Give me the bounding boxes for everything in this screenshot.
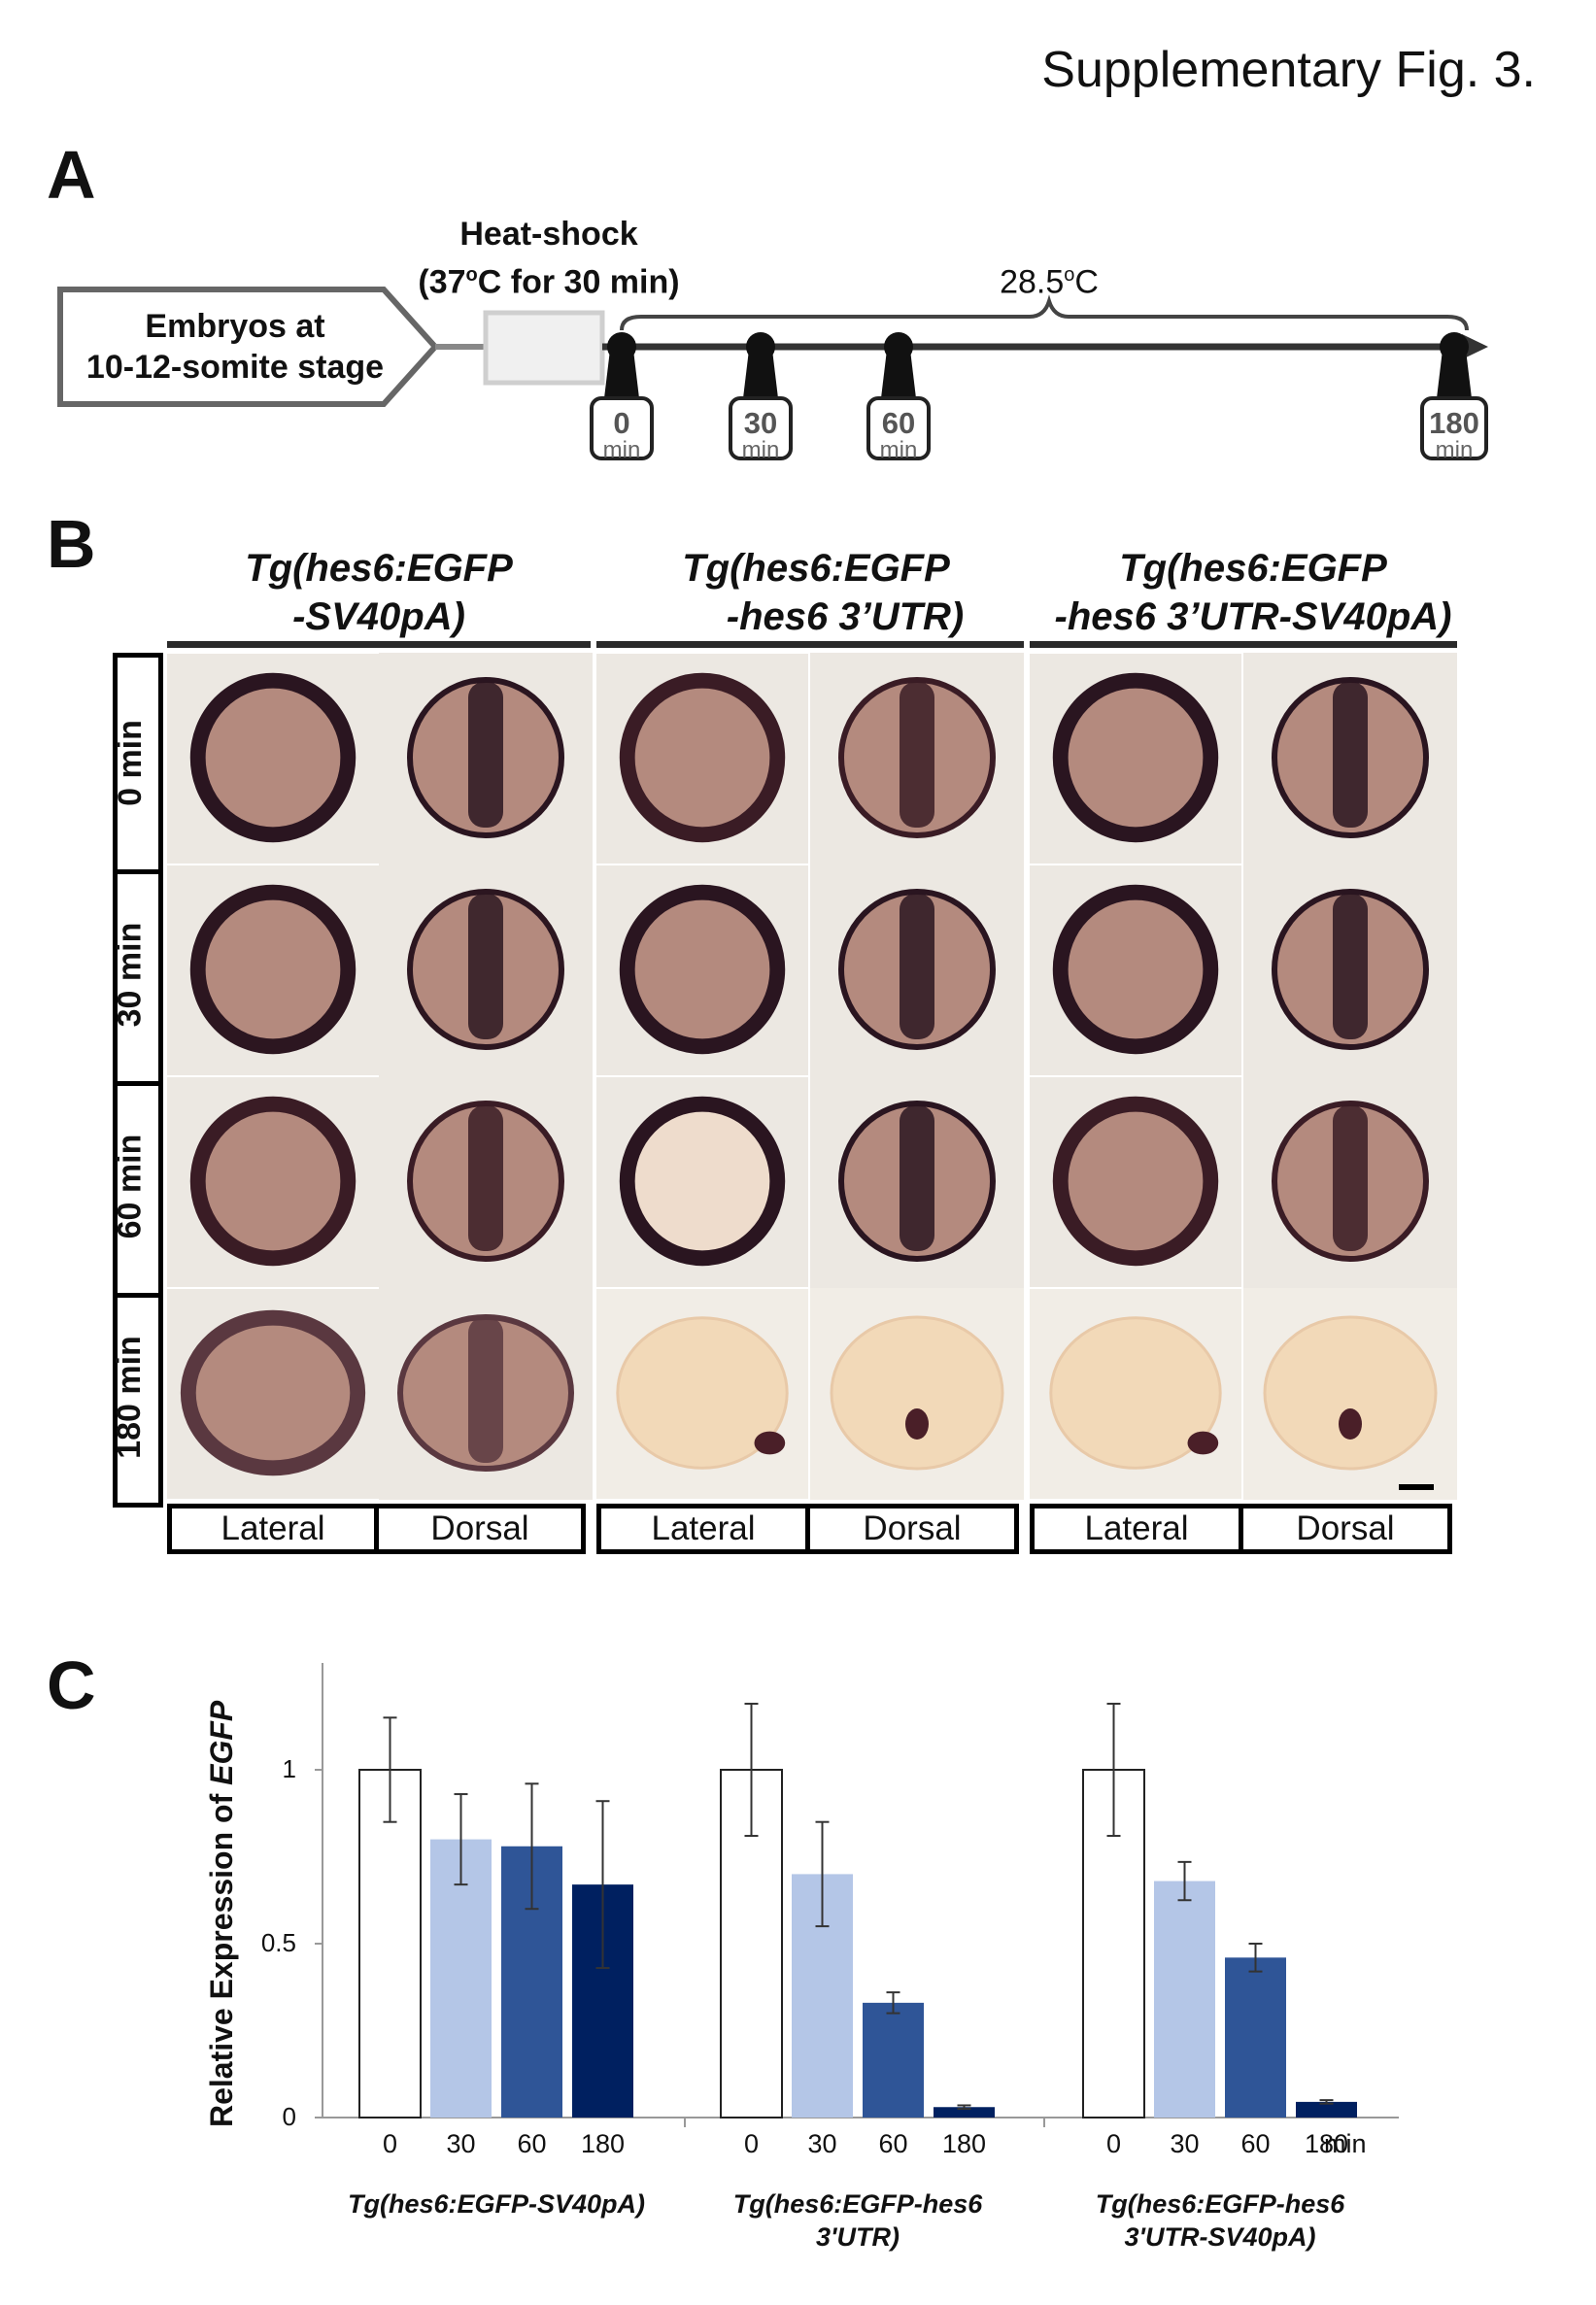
embryo-image [1030,1288,1241,1500]
bar [1154,1881,1215,2118]
embryo-box-line1: Embryos at [145,308,325,345]
embryo-image [379,1076,593,1288]
strain-3-title: Tg(hes6:EGFP -hes6 3’UTR-SV40pA) [1054,547,1452,638]
view-lateral: Lateral [596,1504,810,1554]
x-unit-label: min [1324,2129,1367,2158]
view-lateral: Lateral [167,1504,379,1554]
x-tick-label: 30 [446,2129,476,2158]
timepoint-0: 0 min [590,396,654,462]
embryo-image-grid [167,653,1457,1500]
view-dorsal: Dorsal [374,1504,586,1554]
view-lateral: Lateral [1030,1504,1243,1554]
figure-title: Supplementary Fig. 3. [1041,42,1536,98]
heatshock-condition: (37oC for 30 min) [418,263,680,301]
embryo-image [167,653,379,864]
embryo-box-line2: 10-12-somite stage [85,349,385,386]
bar [358,1769,422,2119]
timepoint-60: 60 min [866,396,931,462]
embryo-image [379,864,593,1076]
embryo-image [1243,864,1457,1076]
incubation-temp: 28.5oC [1000,263,1099,301]
embryo-image [379,653,593,864]
embryo-image [596,1076,808,1288]
group-label: Tg(hes6:EGFP-SV40pA) [347,2189,646,2219]
strain-1-underline [167,641,591,648]
panel-b-letter: B [47,506,96,582]
group-label: Tg(hes6:EGFP-hes6 3'UTR-SV40pA) [1095,2189,1345,2252]
embryo-image [1030,653,1241,864]
bar [1296,2101,1357,2118]
x-tick-label: 180 [580,2129,626,2158]
embryo-image [810,864,1024,1076]
panel-a-schematic [57,287,1488,407]
group-label: Tg(hes6:EGFP-hes6 3'UTR) [732,2189,983,2252]
view-labels-strain-1: Lateral Dorsal [167,1504,591,1554]
y-tick-label: 1 [282,1754,296,1783]
bar [934,2107,995,2118]
timepoint-180: 180 min [1420,396,1488,462]
embryo-image [596,1288,808,1500]
x-tick-label: 180 [941,2129,987,2158]
heatshock-label: Heat-shock (37oC for 30 min) [398,214,699,302]
time-60-label: 60 min [111,1134,149,1239]
heatshock-title: Heat-shock [459,216,638,253]
embryo-image [1243,1288,1457,1500]
timepoint-30: 30 min [729,396,793,462]
y-tick-label: 0.5 [260,1928,296,1957]
x-tick-label: 0 [382,2129,398,2158]
panel-a-letter: A [47,137,96,213]
embryo-image [1030,1076,1241,1288]
embryo-image [1243,1076,1457,1288]
embryo-image [1243,653,1457,864]
y-tick-label: 0 [282,2102,296,2131]
embryo-image [1030,864,1241,1076]
embryo-image [167,1076,379,1288]
view-labels-strain-2: Lateral Dorsal [596,1504,1024,1554]
embryo-image [596,864,808,1076]
bar [863,2002,924,2118]
bar [430,1839,492,2118]
bar [1225,1957,1286,2118]
embryo-image [810,653,1024,864]
scale-bar [1399,1484,1434,1490]
time-label-column: 0 min 30 min 60 min 180 min [110,653,163,1508]
x-tick-label: 30 [807,2129,837,2158]
time-0-label: 0 min [111,720,149,806]
embryo-image [810,1076,1024,1288]
relative-expression-chart [315,1663,1399,2127]
view-labels-strain-3: Lateral Dorsal [1030,1504,1457,1554]
x-tick-label: 30 [1170,2129,1200,2158]
embryo-image [167,1288,379,1500]
time-180-label: 180 min [110,1336,148,1459]
x-tick-label: 60 [1240,2129,1271,2158]
view-dorsal: Dorsal [805,1504,1019,1554]
embryo-stage-box: Embryos at 10-12-somite stage [60,306,410,388]
embryo-image [379,1288,593,1500]
strain-2-underline [596,641,1024,648]
embryo-image [810,1288,1024,1500]
view-dorsal: Dorsal [1239,1504,1452,1554]
time-30-label: 30 min [111,922,149,1028]
strain-3-underline [1030,641,1457,648]
x-tick-label: 60 [517,2129,547,2158]
strain-1-title: Tg(hes6:EGFP -SV40pA) [245,547,513,638]
embryo-image [596,653,808,864]
x-tick-label: 0 [1105,2129,1122,2158]
embryo-image [167,864,379,1076]
x-tick-label: 0 [743,2129,760,2158]
panel-c-letter: C [47,1647,96,1723]
strain-2-title: Tg(hes6:EGFP -hes6 3’UTR) [682,547,965,638]
x-tick-label: 180 [1304,2129,1349,2158]
x-tick-label: 60 [878,2129,908,2158]
